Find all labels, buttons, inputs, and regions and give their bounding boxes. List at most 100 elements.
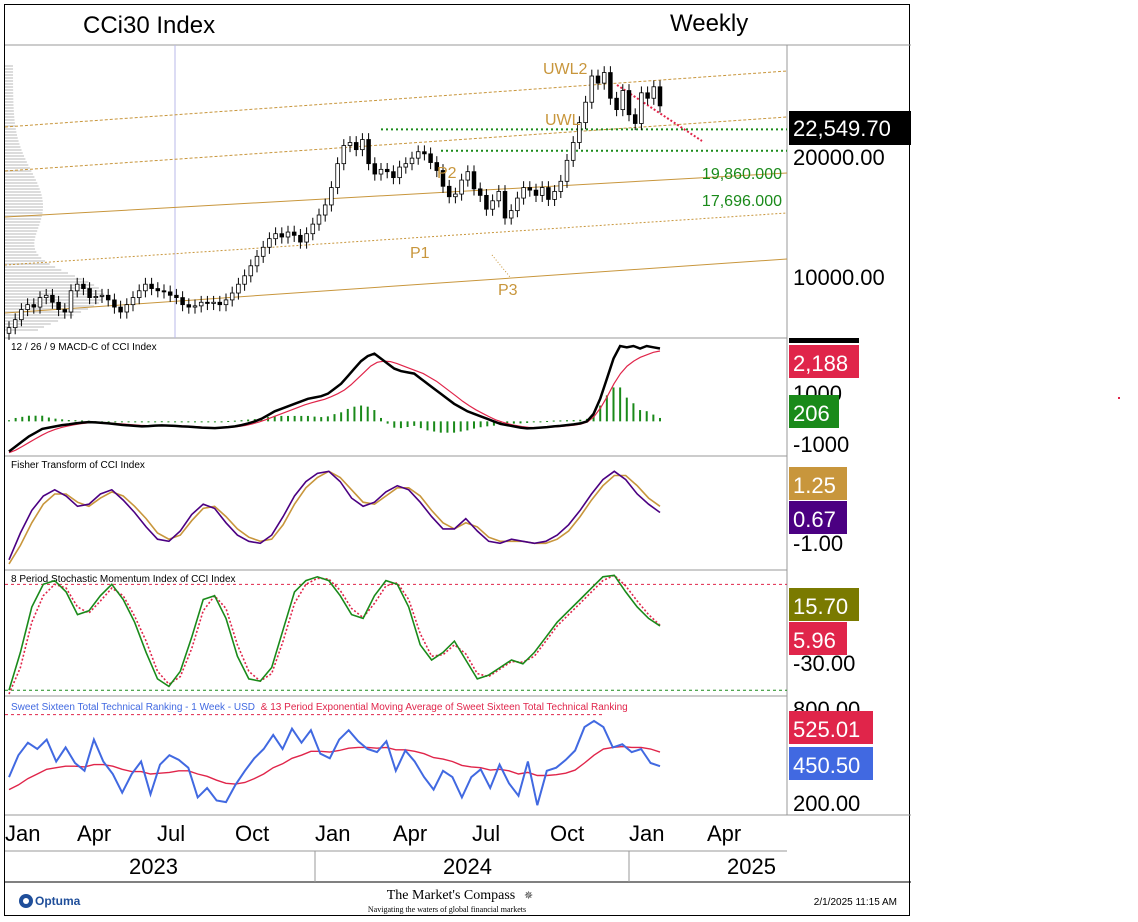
volume-profile-bar bbox=[5, 194, 42, 196]
candle-body bbox=[552, 191, 557, 200]
macd-histogram-bar bbox=[612, 387, 615, 422]
macd-histogram-bar bbox=[213, 421, 216, 423]
macd-histogram-bar bbox=[81, 420, 84, 422]
volume-profile-bar bbox=[5, 155, 25, 157]
candle-body bbox=[205, 301, 210, 304]
volume-profile-bar bbox=[5, 284, 95, 286]
fisher-title: Fisher Transform of CCI Index bbox=[11, 460, 145, 471]
macd-histogram-bar bbox=[532, 421, 535, 423]
macd-histogram-bar bbox=[506, 421, 509, 425]
x-tick-jan-2024: Jan bbox=[315, 821, 350, 846]
macd-histogram-bar bbox=[632, 403, 635, 422]
candle-body bbox=[223, 299, 229, 306]
smi-signal-line bbox=[8, 574, 661, 695]
chart-title: CCi30 Index bbox=[83, 12, 215, 39]
volume-profile-bar bbox=[5, 236, 36, 238]
candle-body bbox=[267, 238, 272, 248]
volume-profile-bar bbox=[5, 323, 51, 325]
volume-profile bbox=[5, 65, 104, 331]
candle-body bbox=[564, 159, 570, 182]
candle-body bbox=[229, 292, 235, 301]
candle-body bbox=[372, 163, 378, 175]
volume-profile-bar bbox=[5, 218, 42, 220]
macd-histogram-bar bbox=[293, 415, 296, 422]
candle-body bbox=[12, 319, 18, 329]
candle-body bbox=[236, 283, 241, 294]
macd-histogram-bar bbox=[659, 417, 661, 422]
volume-profile-bar bbox=[5, 125, 16, 127]
macd-histogram-bar bbox=[473, 421, 475, 429]
candle-body bbox=[149, 283, 154, 289]
volume-profile-bar bbox=[5, 128, 16, 130]
x-tick-jan-2023: Jan bbox=[5, 821, 40, 846]
volume-profile-bar bbox=[5, 173, 33, 175]
volume-profile-bar bbox=[5, 134, 17, 136]
last-price-box bbox=[789, 111, 911, 145]
ranking-value-box bbox=[789, 747, 873, 780]
volume-profile-bar bbox=[5, 167, 30, 169]
candle-body bbox=[397, 166, 402, 179]
ranking-title-series: Sweet Sixteen Total Technical Ranking - … bbox=[11, 702, 255, 713]
candle-body bbox=[465, 171, 471, 181]
candle-body bbox=[508, 210, 514, 219]
smi-value: 15.70 bbox=[793, 594, 848, 619]
candle-body bbox=[211, 301, 216, 304]
y-tick-10000: 10000.00 bbox=[793, 265, 885, 290]
volume-profile-bar bbox=[5, 212, 43, 214]
macd-histogram-bar bbox=[360, 405, 363, 422]
candle-body bbox=[322, 204, 328, 216]
candle-body bbox=[25, 304, 30, 310]
volume-profile-bar bbox=[5, 251, 37, 253]
candle-body bbox=[620, 90, 626, 111]
candle-body bbox=[43, 294, 49, 298]
volume-profile-bar bbox=[5, 80, 14, 82]
macd-histogram-bar bbox=[180, 421, 183, 423]
candle-body bbox=[490, 200, 495, 210]
macd-histogram-bar bbox=[107, 421, 110, 423]
macd-histogram-bar bbox=[8, 420, 10, 422]
volume-profile-bar bbox=[5, 164, 29, 166]
macd-histogram-bar bbox=[566, 420, 568, 422]
x-axis-months: Jan Apr Jul Oct Jan Apr Jul Oct Jan Apr bbox=[5, 821, 741, 846]
macd-histogram-bar bbox=[247, 419, 250, 422]
macd-histogram-bar bbox=[399, 421, 402, 429]
volume-profile-bar bbox=[5, 311, 82, 313]
macd-histogram-bar bbox=[492, 421, 495, 426]
ranking-value: 450.50 bbox=[793, 753, 860, 778]
volume-profile-bar bbox=[5, 221, 41, 223]
candle-body bbox=[428, 153, 433, 163]
candle-body bbox=[62, 309, 68, 313]
optuma-logo-icon-inner bbox=[23, 898, 29, 904]
x-axis-years: 2023 2024 2025 bbox=[129, 854, 776, 879]
macd-histogram-bar bbox=[34, 415, 37, 422]
ranking-sweet-sixteen-total-technical-ra-line bbox=[8, 719, 661, 806]
candle-body bbox=[570, 142, 576, 161]
candle-body bbox=[304, 233, 309, 243]
candle-body bbox=[174, 294, 179, 298]
candle-body bbox=[143, 283, 148, 292]
volume-profile-bar bbox=[5, 179, 36, 181]
smi-title: 8 Period Stochastic Momentum Index of CC… bbox=[11, 574, 236, 585]
macd-histogram-bar bbox=[140, 421, 143, 423]
macd-tick-neg1000: -1000 bbox=[793, 432, 849, 457]
candle-body bbox=[31, 304, 37, 308]
volume-profile-bar bbox=[5, 278, 82, 280]
candle-body bbox=[341, 145, 347, 165]
candle-body bbox=[533, 189, 539, 196]
ranking-ema-value: 525.01 bbox=[793, 717, 860, 742]
macd-histogram-bar bbox=[486, 421, 489, 427]
volume-profile-bar bbox=[5, 188, 40, 190]
candle-body bbox=[186, 304, 192, 308]
candle-body bbox=[378, 168, 384, 175]
ranking-tick-200: 200.00 bbox=[793, 791, 860, 816]
volume-profile-bar bbox=[5, 245, 35, 247]
ranking-13-period-exponential-moving-ave-line bbox=[8, 745, 661, 791]
macd-histogram-bar bbox=[406, 421, 409, 428]
candle-body bbox=[310, 223, 316, 235]
macd-histogram-bar bbox=[194, 421, 196, 423]
candle-body bbox=[409, 157, 415, 165]
volume-profile-bar bbox=[5, 239, 35, 241]
volume-profile-bar bbox=[5, 119, 15, 121]
volume-profile-bar bbox=[5, 257, 42, 259]
volume-profile-bar bbox=[5, 314, 74, 316]
